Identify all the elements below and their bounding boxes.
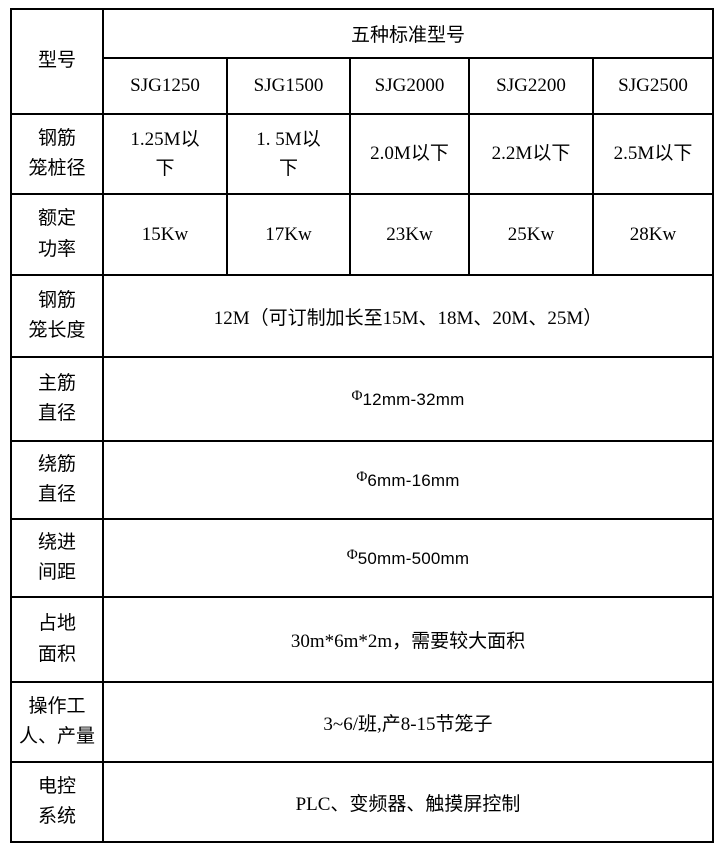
value-cell: 2.0M以下: [349, 113, 470, 195]
table-row-electric-control: 电控 系统 PLC、变频器、触摸屏控制: [10, 761, 714, 843]
value-cell: 2.2M以下: [468, 113, 594, 195]
value-cell: PLC、变频器、触摸屏控制: [102, 761, 714, 843]
row-label: 电控 系统: [10, 761, 104, 843]
phi-symbol: Φ: [356, 468, 368, 485]
value-text: 50mm-500mm: [357, 548, 470, 568]
header-row-models: SJG1250 SJG1500 SJG2000 SJG2200 SJG2500: [11, 57, 714, 115]
value-cell: 25Kw: [468, 193, 594, 276]
table-row-winding-bar-diameter: 绕筋 直径 Φ6mm-16mm: [10, 440, 714, 520]
corner-cell-model: 型号: [10, 8, 104, 115]
value-cell: 12M（可订制加长至15M、18M、20M、25M）: [102, 274, 714, 358]
value-cell: 1. 5M以 下: [226, 113, 351, 195]
row-label: 主筋 直径: [10, 356, 104, 442]
phi-symbol: Φ: [346, 546, 358, 563]
row-label: 绕进 间距: [10, 518, 104, 598]
row-label: 钢筋 笼长度: [10, 274, 104, 358]
value-cell: Φ6mm-16mm: [102, 440, 714, 520]
value-text: 12mm-32mm: [362, 389, 465, 409]
value-cell: 30m*6m*2m，需要较大面积: [102, 596, 714, 683]
model-header-cell: SJG2200: [468, 57, 594, 115]
table-row-operators-output: 操作工 人、产量 3~6/班,产8-15节笼子: [10, 681, 714, 763]
value-cell: 15Kw: [102, 193, 228, 276]
model-header-cell: SJG1250: [102, 57, 228, 115]
value-cell: 28Kw: [592, 193, 714, 276]
value-cell: 2.5M以下: [592, 113, 714, 195]
value-cell: 17Kw: [226, 193, 351, 276]
row-label: 额定 功率: [10, 193, 104, 276]
value-cell: 1.25M以 下: [102, 113, 228, 195]
row-label: 绕筋 直径: [10, 440, 104, 520]
table-row-main-bar-diameter: 主筋 直径 Φ12mm-32mm: [10, 356, 714, 442]
spec-table: 型号 五种标准型号 SJG1250 SJG1500 SJG2000 SJG220…: [10, 8, 714, 843]
table-row-pile-diameter: 钢筋 笼桩径 1.25M以 下 1. 5M以 下 2.0M以下 2.2M以下 2…: [10, 113, 714, 195]
value-cell: Φ50mm-500mm: [102, 518, 714, 598]
row-label: 占地 面积: [10, 596, 104, 683]
table-row-winding-pitch: 绕进 间距 Φ50mm-500mm: [10, 518, 714, 598]
model-header-cell: SJG2500: [592, 57, 714, 115]
table-row-floor-area: 占地 面积 30m*6m*2m，需要较大面积: [10, 596, 714, 683]
model-header-cell: SJG2000: [349, 57, 470, 115]
table-row-cage-length: 钢筋 笼长度 12M（可订制加长至15M、18M、20M、25M）: [10, 274, 714, 358]
row-label: 操作工 人、产量: [10, 681, 104, 763]
table-row-rated-power: 额定 功率 15Kw 17Kw 23Kw 25Kw 28Kw: [10, 193, 714, 276]
value-cell: Φ12mm-32mm: [102, 356, 714, 442]
value-text: 6mm-16mm: [367, 470, 460, 490]
value-cell: 23Kw: [349, 193, 470, 276]
model-header-cell: SJG1500: [226, 57, 351, 115]
value-cell: 3~6/班,产8-15节笼子: [102, 681, 714, 763]
header-row-group: 型号 五种标准型号: [10, 8, 714, 115]
phi-symbol: Φ: [351, 387, 363, 404]
row-label: 钢筋 笼桩径: [10, 113, 104, 195]
header-group-cell: 五种标准型号: [102, 8, 714, 59]
